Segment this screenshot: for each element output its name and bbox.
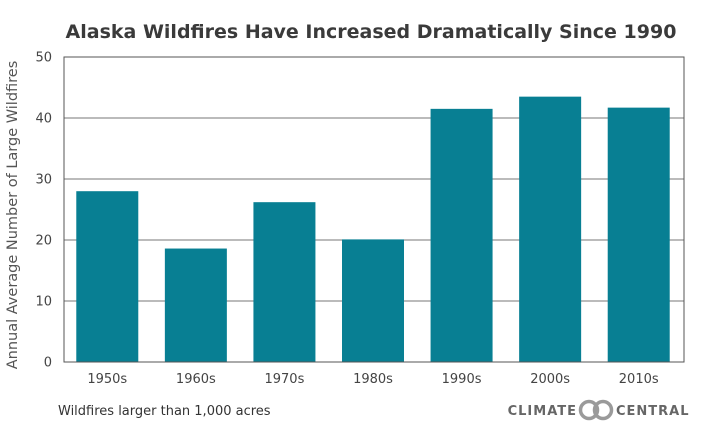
bar-1980s [342, 239, 404, 362]
y-tick-label: 10 [35, 295, 52, 310]
x-tick-label: 2000s [530, 372, 570, 387]
brand-left: CLIMATE [508, 404, 577, 419]
bar-1970s [253, 202, 316, 362]
y-tick-label: 50 [35, 51, 52, 66]
chart-title: Alaska Wildfires Have Increased Dramatic… [66, 21, 677, 43]
bars [76, 96, 670, 363]
y-ticks: 0 10 20 30 40 50 [35, 51, 52, 371]
footnote: Wildfires larger than 1,000 acres [58, 404, 271, 419]
x-tick-label: 1960s [176, 372, 216, 387]
y-tick-label: 30 [35, 173, 52, 188]
plot-frame [63, 56, 685, 363]
bar-1960s [164, 248, 227, 362]
x-tick-label: 1990s [442, 372, 482, 387]
brand-right: CENTRAL [616, 404, 690, 419]
climate-central-logo: CLIMATE CENTRAL [508, 399, 690, 421]
bar-2000s [519, 96, 582, 363]
x-tick-label: 1950s [87, 372, 127, 387]
y-tick-label: 40 [35, 112, 52, 127]
x-ticks: 1950s 1960s 1970s 1980s 1990s 2000s 2010s [87, 372, 659, 387]
bar-2010s [607, 107, 670, 362]
bar-1950s [76, 191, 139, 362]
x-tick-label: 1980s [353, 372, 393, 387]
bar-1990s [430, 108, 493, 362]
x-tick-label: 2010s [619, 372, 659, 387]
y-axis-label: Annual Average Number of Large Wildfires [5, 61, 21, 370]
y-tick-label: 0 [44, 356, 52, 371]
y-tick-label: 20 [35, 234, 52, 249]
x-tick-label: 1970s [264, 372, 304, 387]
logo-rings-icon [578, 399, 614, 421]
